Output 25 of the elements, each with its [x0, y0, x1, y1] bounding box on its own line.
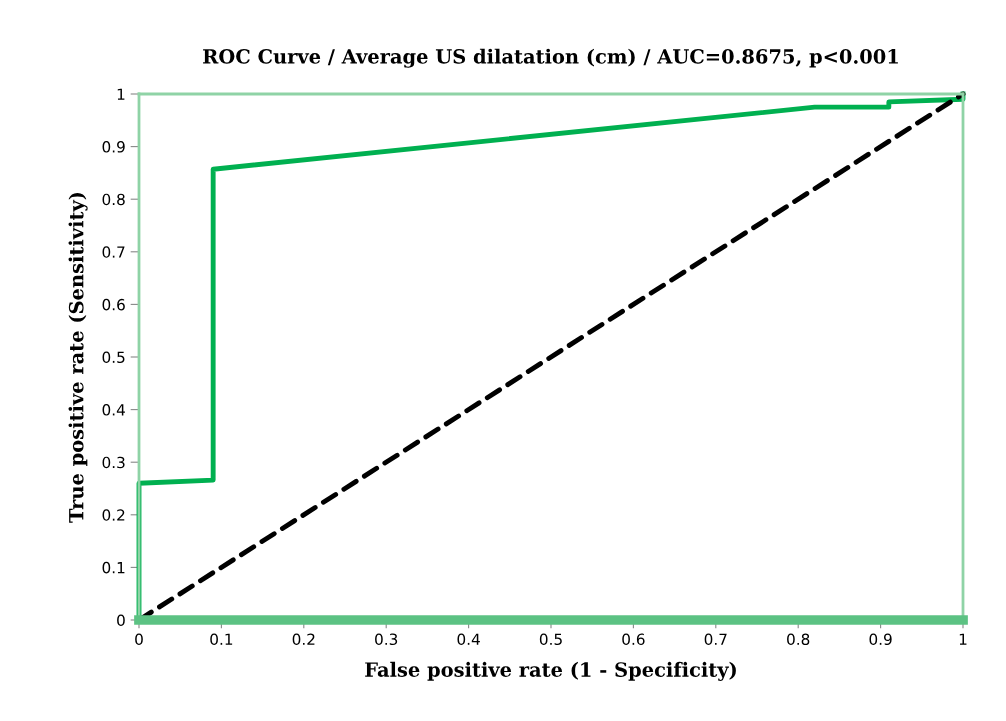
x-tick-label: 0.5 [539, 633, 562, 646]
y-tick-label: 0.5 [102, 351, 125, 364]
y-tick-label: 0.6 [102, 298, 125, 311]
x-tick-label: 0.6 [622, 633, 645, 646]
y-tick-label: 0.9 [102, 141, 125, 153]
y-tick-label: 1 [117, 88, 125, 100]
x-tick-label: 0.9 [869, 633, 892, 646]
x-tick-label: 0.2 [292, 633, 315, 646]
y-tick-label: 0.8 [102, 193, 125, 206]
y-tick-label: 0.2 [102, 509, 125, 521]
x-tick-label: 0.8 [787, 633, 810, 646]
y-tick-label: 0 [117, 614, 125, 627]
x-tick-label: 1 [959, 633, 967, 645]
x-tick-label: 0 [135, 633, 143, 646]
x-tick-label: 0.1 [210, 633, 233, 646]
chart-title: ROC Curve / Average US dilatation (cm) / AUC=0.8675, p<0.001 [203, 48, 898, 68]
y-axis-title: True positive rate (Sensitivity) [68, 192, 88, 523]
y-tick-label: 0.3 [102, 456, 125, 469]
y-tick-label: 0.7 [102, 246, 125, 258]
x-tick-label: 0.4 [457, 633, 480, 646]
x-tick-label: 0.3 [375, 633, 398, 646]
y-tick-label: 0.4 [102, 404, 125, 416]
y-tick-label: 0.1 [102, 561, 125, 574]
x-axis-title: False positive rate (1 - Specificity) [365, 661, 736, 681]
x-tick-label: 0.7 [704, 633, 727, 646]
